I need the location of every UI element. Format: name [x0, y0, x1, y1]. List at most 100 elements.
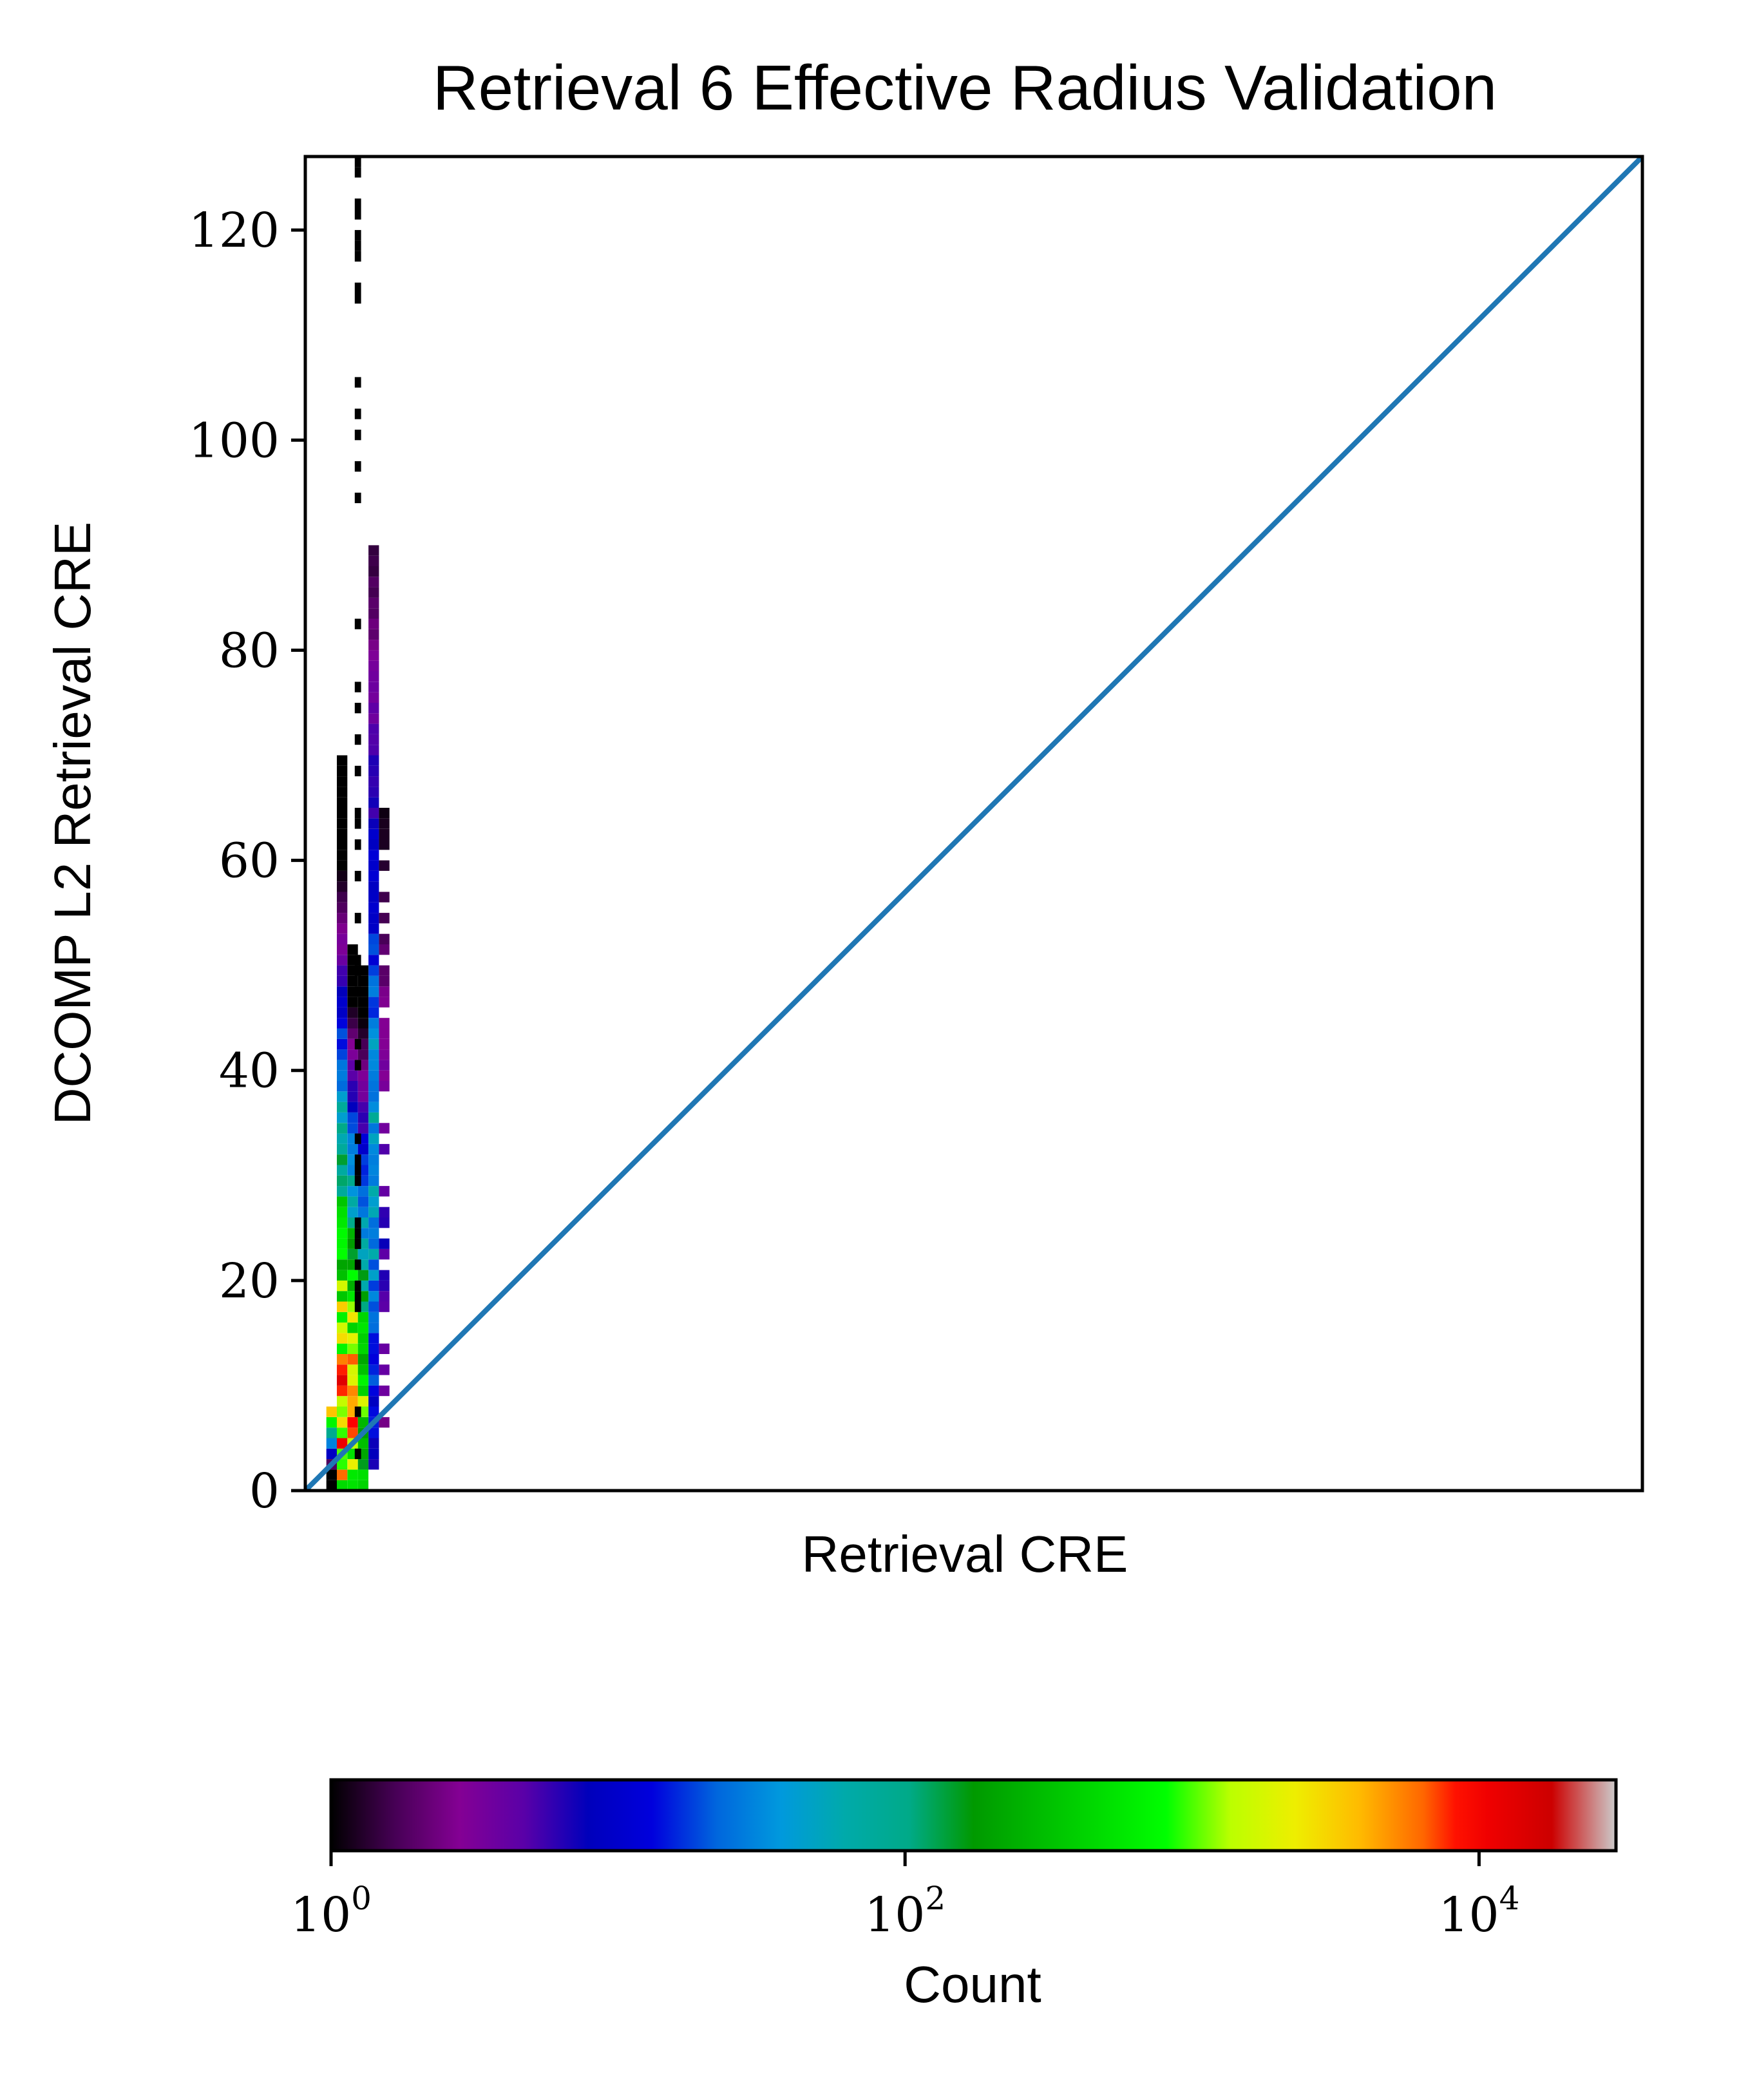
heatmap-cell	[337, 1228, 348, 1239]
heatmap-cell	[368, 1207, 379, 1217]
colorbar-label: Count	[904, 1956, 1041, 2013]
heatmap-cell	[368, 755, 379, 766]
heatmap-cell	[354, 157, 361, 167]
heatmap-cell	[368, 1165, 379, 1176]
heatmap-cell	[354, 1280, 361, 1292]
heatmap-cell	[337, 1396, 348, 1407]
heatmap-cell	[354, 167, 361, 178]
heatmap-cell	[354, 965, 361, 976]
heatmap-cell	[354, 1038, 361, 1050]
heatmap-cell	[337, 1154, 348, 1165]
heatmap-cell	[337, 1091, 348, 1102]
heatmap-cell	[354, 734, 361, 745]
heatmap-cell	[368, 955, 379, 966]
heatmap-cell	[337, 1186, 348, 1197]
heatmap-cell	[368, 1259, 379, 1270]
heatmap-cell	[354, 1175, 361, 1187]
heatmap-cell	[368, 944, 379, 955]
heatmap-cell	[379, 1280, 390, 1292]
heatmap-cell	[357, 1385, 368, 1397]
heatmap-cell	[368, 555, 379, 566]
heatmap-cell	[357, 1196, 368, 1207]
heatmap-cell	[368, 839, 379, 850]
heatmap-cell	[354, 240, 361, 251]
heatmap-cell	[337, 1417, 348, 1428]
heatmap-cell	[337, 1480, 348, 1491]
heatmap-cell	[354, 839, 361, 850]
heatmap-cell	[357, 1364, 368, 1375]
heatmap-cell	[368, 1154, 379, 1165]
heatmap-cell	[347, 1417, 358, 1428]
heatmap-cell	[337, 1364, 348, 1375]
heatmap-cell	[379, 1238, 390, 1249]
heatmap-cell	[337, 944, 348, 955]
heatmap-cell	[368, 1291, 379, 1302]
heatmap-cell	[357, 1049, 368, 1060]
heatmap-cell	[347, 1385, 358, 1397]
heatmap-cell	[347, 997, 358, 1007]
heatmap-cell	[368, 1238, 379, 1249]
heatmap-cell	[357, 1270, 368, 1281]
heatmap-cell	[354, 408, 361, 419]
heatmap-cell	[337, 1270, 348, 1281]
heatmap-cell	[347, 1469, 358, 1480]
heatmap-cell	[347, 1049, 358, 1060]
heatmap-cell	[347, 1375, 358, 1386]
heatmap-cell	[379, 1070, 390, 1081]
heatmap-cell	[368, 976, 379, 987]
heatmap-cell	[326, 1427, 337, 1438]
heatmap-cell	[354, 282, 361, 293]
heatmap-cell	[368, 860, 379, 871]
colorbar-ticks: 100 102 104	[290, 1851, 1519, 1943]
heatmap-cell	[354, 1165, 361, 1176]
heatmap-cell	[337, 818, 348, 829]
heatmap-cell	[347, 1459, 358, 1470]
heatmap-cell	[379, 1385, 390, 1397]
heatmap-cell	[347, 1143, 358, 1155]
chart-title: Retrieval 6 Effective Radius Validation	[433, 52, 1497, 123]
heatmap-cell	[337, 850, 348, 861]
heatmap-cell	[337, 1375, 348, 1386]
heatmap-cell	[368, 1143, 379, 1155]
heatmap-cell	[368, 881, 379, 892]
heatmap-cell	[337, 1291, 348, 1302]
heatmap-cell	[337, 1459, 348, 1470]
heatmap-cell	[354, 1228, 361, 1239]
one-to-one-line	[305, 157, 1642, 1491]
heatmap-cell	[347, 944, 358, 955]
heatmap-cell	[337, 1427, 348, 1438]
heatmap-cell	[337, 1070, 348, 1081]
heatmap-cell	[368, 1102, 379, 1112]
heatmap-cell	[368, 787, 379, 797]
heatmap-cell	[368, 870, 379, 882]
heatmap-cell	[337, 902, 348, 913]
heatmap-cell	[368, 1175, 379, 1187]
heatmap-cell	[347, 1396, 358, 1407]
heatmap-cell	[354, 913, 361, 924]
heatmap-cell	[347, 1070, 358, 1081]
heatmap-cell	[368, 1459, 379, 1470]
heatmap-cell	[337, 1038, 348, 1050]
heatmap-cell	[354, 492, 361, 504]
heatmap-cell	[379, 860, 390, 871]
heatmap-cell	[347, 1312, 358, 1323]
heatmap-cell	[379, 986, 390, 997]
heatmap-cell	[337, 1133, 348, 1144]
heatmap-cell	[368, 692, 379, 703]
heatmap-cell	[337, 1406, 348, 1417]
heatmap-cell	[368, 1081, 379, 1092]
heatmap-cell	[368, 1364, 379, 1375]
heatmap-cell	[337, 765, 348, 777]
heatmap-cell	[354, 198, 361, 209]
heatmap-cell	[379, 1270, 390, 1281]
heatmap-cell	[379, 1291, 390, 1302]
heatmap-cell	[357, 1018, 368, 1029]
heatmap-cell	[337, 1343, 348, 1354]
heatmap-cell	[347, 1028, 358, 1039]
heatmap-cell	[347, 1480, 358, 1491]
heatmap-cell	[379, 913, 390, 924]
heatmap-cell	[337, 755, 348, 766]
heatmap-cell	[357, 1112, 368, 1123]
heatmap-cell	[379, 1060, 390, 1071]
heatmap-cell	[337, 870, 348, 882]
